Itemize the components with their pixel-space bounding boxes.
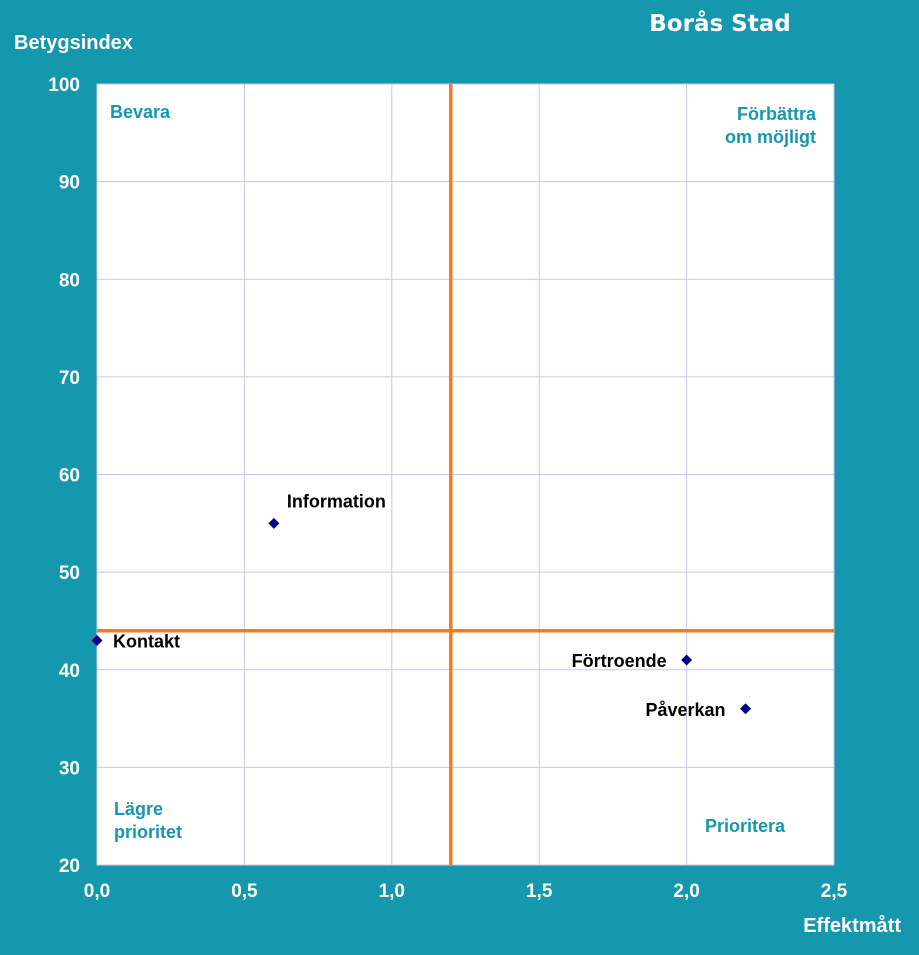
y-tick-label: 50 xyxy=(59,563,80,584)
chart-title: Borås Stad xyxy=(649,10,790,37)
threshold-lines xyxy=(97,84,834,865)
quadrant-labels: Bevara Förbättra om möjligt Lägre prioritet P… xyxy=(110,102,817,842)
quadrant-label: om möjligt xyxy=(725,127,816,147)
data-point-marker xyxy=(681,654,693,666)
data-point-label: Påverkan xyxy=(645,700,725,720)
y-tick-label: 40 xyxy=(59,661,80,682)
y-tick-label: 80 xyxy=(59,270,80,291)
quadrant-label: Lägre xyxy=(114,799,163,819)
data-points: Information Kontakt Förtroende Påverkan xyxy=(91,491,752,720)
y-tick-label: 30 xyxy=(59,758,80,779)
quadrant-label: prioritet xyxy=(114,822,182,842)
x-tick-label: 2,0 xyxy=(673,881,699,902)
x-axis-title: Effektmått xyxy=(803,914,901,937)
gridlines xyxy=(96,83,835,866)
x-tick-label: 0,0 xyxy=(84,881,110,902)
quadrant-label: Förbättra xyxy=(737,104,817,124)
data-point-marker xyxy=(268,517,280,529)
x-tick-label: 0,5 xyxy=(231,881,258,902)
x-tick-label: 2,5 xyxy=(821,881,848,902)
quadrant-label: Bevara xyxy=(110,102,171,122)
y-tick-label: 70 xyxy=(59,368,80,389)
data-point-label: Information xyxy=(287,491,386,511)
data-point-marker xyxy=(91,634,103,646)
x-tick-label: 1,5 xyxy=(526,881,553,902)
y-axis-title: Betygsindex xyxy=(14,32,133,54)
data-point-label: Kontakt xyxy=(113,631,180,651)
y-tick-label: 60 xyxy=(59,466,80,487)
y-tick-label: 90 xyxy=(59,173,80,194)
data-point-label: Förtroende xyxy=(572,651,667,671)
quadrant-label: Prioritera xyxy=(705,816,786,836)
x-tick-label: 1,0 xyxy=(379,881,405,902)
tick-labels: 0,0 0,5 1,0 1,5 2,0 2,5 20 30 40 50 60 70 80 90 100 xyxy=(48,75,847,902)
data-point-marker xyxy=(740,703,752,715)
y-tick-label: 100 xyxy=(48,75,80,96)
y-tick-label: 20 xyxy=(59,856,80,877)
